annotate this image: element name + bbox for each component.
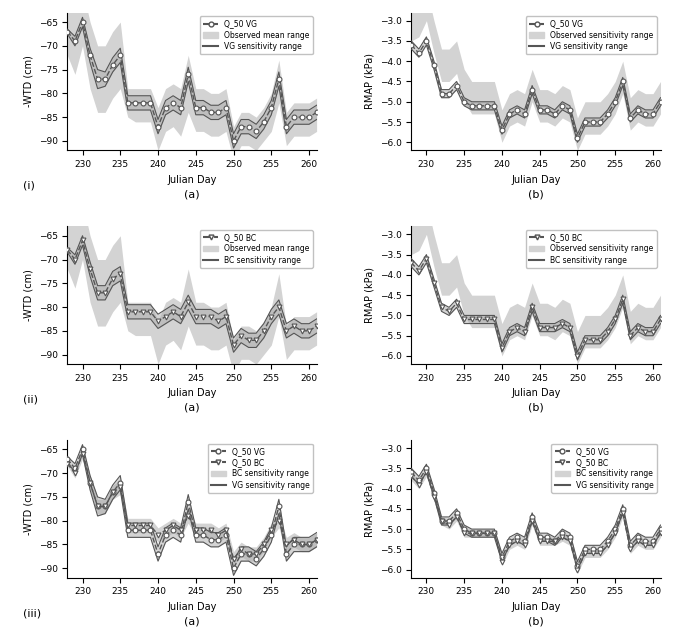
Legend: Q_50 VG, Q_50 BC, BC sensitivity range, VG sensitivity range: Q_50 VG, Q_50 BC, BC sensitivity range, … <box>551 444 656 493</box>
Text: (b): (b) <box>528 189 544 199</box>
Y-axis label: RMAP (kPa): RMAP (kPa) <box>364 53 374 109</box>
Legend: Q_50 VG, Observed sensitivity range, VG sensitivity range: Q_50 VG, Observed sensitivity range, VG … <box>526 16 656 54</box>
Legend: Q_50 BC, Observed mean range, BC sensitivity range: Q_50 BC, Observed mean range, BC sensiti… <box>200 230 313 268</box>
X-axis label: Julian Day: Julian Day <box>167 388 217 398</box>
X-axis label: Julian Day: Julian Day <box>511 175 561 185</box>
X-axis label: Julian Day: Julian Day <box>511 388 561 398</box>
Text: (a): (a) <box>184 616 200 626</box>
Y-axis label: -WTD (cm): -WTD (cm) <box>23 483 33 535</box>
Y-axis label: -WTD (cm): -WTD (cm) <box>23 269 33 321</box>
Legend: Q_50 VG, Q_50 BC, BC sensitivity range, VG sensitivity range: Q_50 VG, Q_50 BC, BC sensitivity range, … <box>208 444 313 493</box>
X-axis label: Julian Day: Julian Day <box>167 175 217 185</box>
Text: (a): (a) <box>184 189 200 199</box>
Text: (b): (b) <box>528 616 544 626</box>
Text: (b): (b) <box>528 403 544 413</box>
Text: (iii): (iii) <box>22 608 40 618</box>
Text: (i): (i) <box>22 181 34 191</box>
Y-axis label: -WTD (cm): -WTD (cm) <box>23 55 33 107</box>
Y-axis label: RMAP (kPa): RMAP (kPa) <box>364 267 374 323</box>
Y-axis label: RMAP (kPa): RMAP (kPa) <box>364 481 374 537</box>
Legend: Q_50 VG, Observed mean range, VG sensitivity range: Q_50 VG, Observed mean range, VG sensiti… <box>200 16 313 54</box>
Legend: Q_50 BC, Observed sensitivity range, BC sensitivity range: Q_50 BC, Observed sensitivity range, BC … <box>526 230 656 268</box>
Text: (a): (a) <box>184 403 200 413</box>
Text: (ii): (ii) <box>22 394 38 404</box>
X-axis label: Julian Day: Julian Day <box>511 602 561 612</box>
X-axis label: Julian Day: Julian Day <box>167 602 217 612</box>
